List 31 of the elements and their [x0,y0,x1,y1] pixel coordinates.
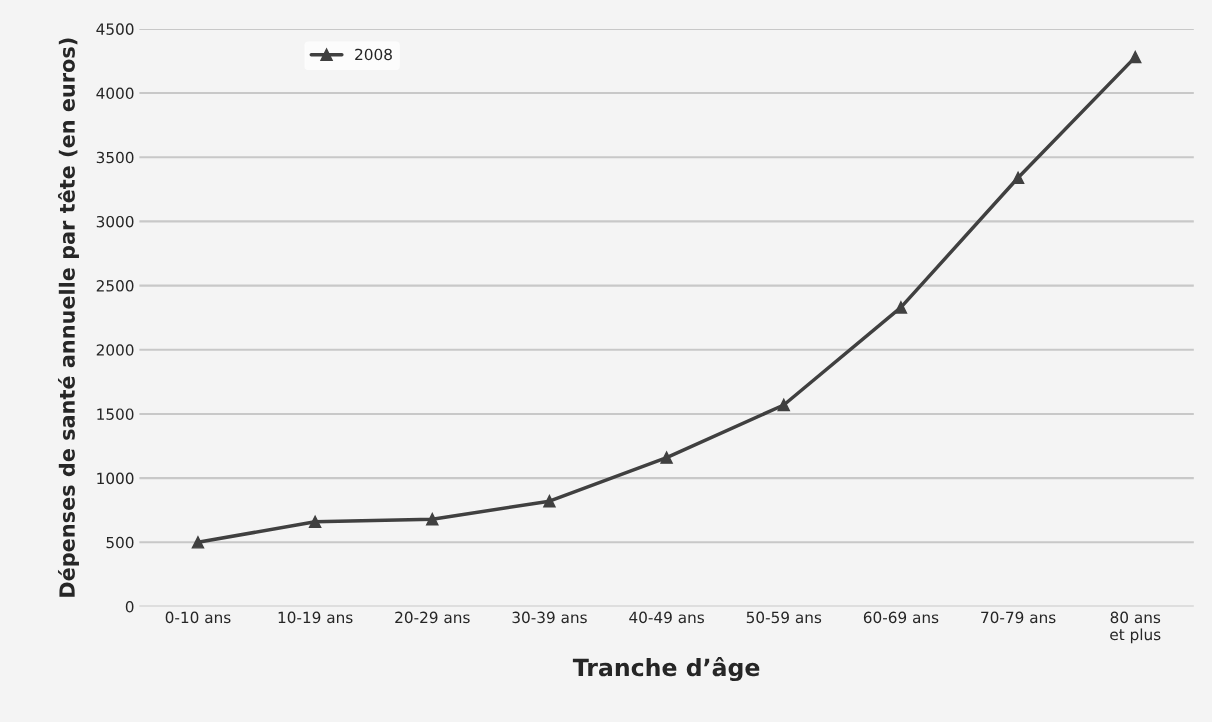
point [426,512,439,526]
x-tick-label: 10-19 ans [278,611,353,624]
y-tick-label: 500 [106,536,134,549]
point [308,515,322,529]
point [777,398,791,412]
x-tick-label: 0-10 ans [165,611,231,624]
x-tick-label: 30-39 ans [512,611,587,624]
x-tick-label: 40-49 ans [629,611,704,624]
y-tick-label: 3500 [96,151,134,164]
x-axis-title: Tranche d’âge [572,657,760,682]
legend-label: 2008 [355,48,392,61]
x-tick-label: 70-79 ans [981,611,1056,624]
y-tick-label: 3000 [96,215,134,228]
point [191,536,205,549]
x-tick-label: 20-29 ans [395,611,470,624]
y-tick-label: 4000 [96,87,134,100]
point [894,301,908,314]
y-tick-label: 0 [125,600,134,613]
point [660,451,673,464]
x-tick-label: 50-59 ans [746,611,822,624]
y-tick-label: 2500 [96,280,134,292]
x-tick-label: 80 ans et plus [1110,611,1161,644]
y-tick-label: 2000 [96,344,134,356]
y-axis-title: Dépenses de santé annuelle par tête (en euros) [57,38,79,597]
x-tick-label: 60-69 ans [863,611,939,624]
point [1011,171,1025,185]
y-tick-label: 4500 [96,23,134,35]
y-tick-label: 1000 [97,472,134,485]
y-tick-label: 1500 [97,408,134,420]
point [543,494,556,508]
point [1128,50,1142,64]
